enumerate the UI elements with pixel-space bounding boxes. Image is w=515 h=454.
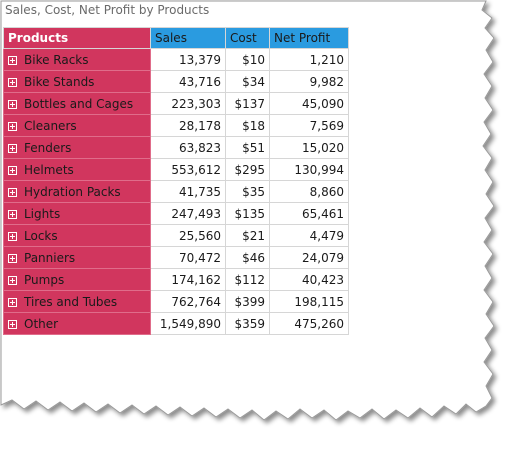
- net-profit-cell: 40,423: [269, 268, 349, 291]
- cost-cell: $21: [225, 224, 270, 247]
- expand-plus-icon[interactable]: [8, 99, 17, 109]
- sales-cell: 762,764: [150, 290, 226, 313]
- net-profit-cell: 65,461: [269, 202, 349, 225]
- sales-cell: 223,303: [150, 92, 226, 115]
- sales-cell: 13,379: [150, 48, 226, 71]
- cost-cell: $135: [225, 202, 270, 225]
- matrix-table: Products Sales Cost Net Profit Bike Rack…: [3, 27, 349, 335]
- sales-cell: 43,716: [150, 70, 226, 93]
- table-row: Fenders 63,823 $51 15,020: [3, 136, 349, 159]
- table-row: Other 1,549,890 $359 475,260: [3, 312, 349, 335]
- product-label: Helmets: [24, 162, 74, 177]
- product-label: Lights: [24, 206, 61, 221]
- net-profit-cell: 9,982: [269, 70, 349, 93]
- row-header-product: Hydration Packs: [3, 180, 151, 203]
- product-label: Bike Stands: [24, 74, 95, 89]
- expand-plus-icon[interactable]: [8, 209, 17, 219]
- row-header-product: Tires and Tubes: [3, 290, 151, 313]
- table-row: Hydration Packs 41,735 $35 8,860: [3, 180, 349, 203]
- row-header-product: Other: [3, 312, 151, 335]
- sales-cell: 63,823: [150, 136, 226, 159]
- product-label: Panniers: [24, 250, 76, 265]
- table-row: Lights 247,493 $135 65,461: [3, 202, 349, 225]
- net-profit-cell: 1,210: [269, 48, 349, 71]
- sales-cell: 41,735: [150, 180, 226, 203]
- row-header-product: Panniers: [3, 246, 151, 269]
- net-profit-cell: 45,090: [269, 92, 349, 115]
- cost-cell: $10: [225, 48, 270, 71]
- product-label: Cleaners: [24, 118, 77, 133]
- header-row: Products Sales Cost Net Profit: [3, 27, 349, 49]
- table-row: Bike Racks 13,379 $10 1,210: [3, 48, 349, 71]
- table-row: Helmets 553,612 $295 130,994: [3, 158, 349, 181]
- table-row: Bike Stands 43,716 $34 9,982: [3, 70, 349, 93]
- column-header-net-profit[interactable]: Net Profit: [269, 27, 349, 49]
- expand-plus-icon[interactable]: [8, 55, 17, 65]
- cost-cell: $35: [225, 180, 270, 203]
- expand-plus-icon[interactable]: [8, 275, 17, 285]
- product-label: Bike Racks: [24, 52, 89, 67]
- expand-plus-icon[interactable]: [8, 77, 17, 87]
- sales-cell: 1,549,890: [150, 312, 226, 335]
- product-label: Other: [24, 316, 59, 331]
- sales-cell: 28,178: [150, 114, 226, 137]
- net-profit-cell: 475,260: [269, 312, 349, 335]
- table-row: Bottles and Cages 223,303 $137 45,090: [3, 92, 349, 115]
- product-label: Bottles and Cages: [24, 96, 134, 111]
- cost-cell: $137: [225, 92, 270, 115]
- expand-plus-icon[interactable]: [8, 187, 17, 197]
- cost-cell: $46: [225, 246, 270, 269]
- expand-plus-icon[interactable]: [8, 297, 17, 307]
- visual-title: Sales, Cost, Net Profit by Products: [5, 3, 210, 17]
- product-label: Pumps: [24, 272, 65, 287]
- row-header-product: Bike Racks: [3, 48, 151, 71]
- product-label: Fenders: [24, 140, 72, 155]
- cost-cell: $295: [225, 158, 270, 181]
- row-header-product: Locks: [3, 224, 151, 247]
- cost-cell: $399: [225, 290, 270, 313]
- column-header-products[interactable]: Products: [3, 27, 151, 49]
- net-profit-cell: 130,994: [269, 158, 349, 181]
- table-row: Panniers 70,472 $46 24,079: [3, 246, 349, 269]
- row-header-product: Lights: [3, 202, 151, 225]
- expand-plus-icon[interactable]: [8, 319, 17, 329]
- sales-cell: 553,612: [150, 158, 226, 181]
- table-row: Cleaners 28,178 $18 7,569: [3, 114, 349, 137]
- net-profit-cell: 4,479: [269, 224, 349, 247]
- net-profit-cell: 15,020: [269, 136, 349, 159]
- table-row: Locks 25,560 $21 4,479: [3, 224, 349, 247]
- expand-plus-icon[interactable]: [8, 165, 17, 175]
- row-header-product: Helmets: [3, 158, 151, 181]
- net-profit-cell: 198,115: [269, 290, 349, 313]
- table-row: Pumps 174,162 $112 40,423: [3, 268, 349, 291]
- sales-cell: 25,560: [150, 224, 226, 247]
- row-header-product: Bike Stands: [3, 70, 151, 93]
- cost-cell: $112: [225, 268, 270, 291]
- expand-plus-icon[interactable]: [8, 143, 17, 153]
- expand-plus-icon[interactable]: [8, 121, 17, 131]
- cost-cell: $359: [225, 312, 270, 335]
- expand-plus-icon[interactable]: [8, 231, 17, 241]
- net-profit-cell: 24,079: [269, 246, 349, 269]
- row-header-product: Fenders: [3, 136, 151, 159]
- product-label: Locks: [24, 228, 58, 243]
- row-header-product: Bottles and Cages: [3, 92, 151, 115]
- cost-cell: $34: [225, 70, 270, 93]
- cost-cell: $18: [225, 114, 270, 137]
- expand-plus-icon[interactable]: [8, 253, 17, 263]
- product-label: Tires and Tubes: [24, 294, 118, 309]
- net-profit-cell: 8,860: [269, 180, 349, 203]
- cost-cell: $51: [225, 136, 270, 159]
- row-header-product: Pumps: [3, 268, 151, 291]
- sales-cell: 247,493: [150, 202, 226, 225]
- column-header-cost[interactable]: Cost: [225, 27, 270, 49]
- table-row: Tires and Tubes 762,764 $399 198,115: [3, 290, 349, 313]
- net-profit-cell: 7,569: [269, 114, 349, 137]
- sales-cell: 174,162: [150, 268, 226, 291]
- sales-cell: 70,472: [150, 246, 226, 269]
- column-header-sales[interactable]: Sales: [150, 27, 226, 49]
- table-body: Bike Racks 13,379 $10 1,210 Bike Stands 43,71…: [3, 48, 349, 335]
- product-label: Hydration Packs: [24, 184, 121, 199]
- row-header-product: Cleaners: [3, 114, 151, 137]
